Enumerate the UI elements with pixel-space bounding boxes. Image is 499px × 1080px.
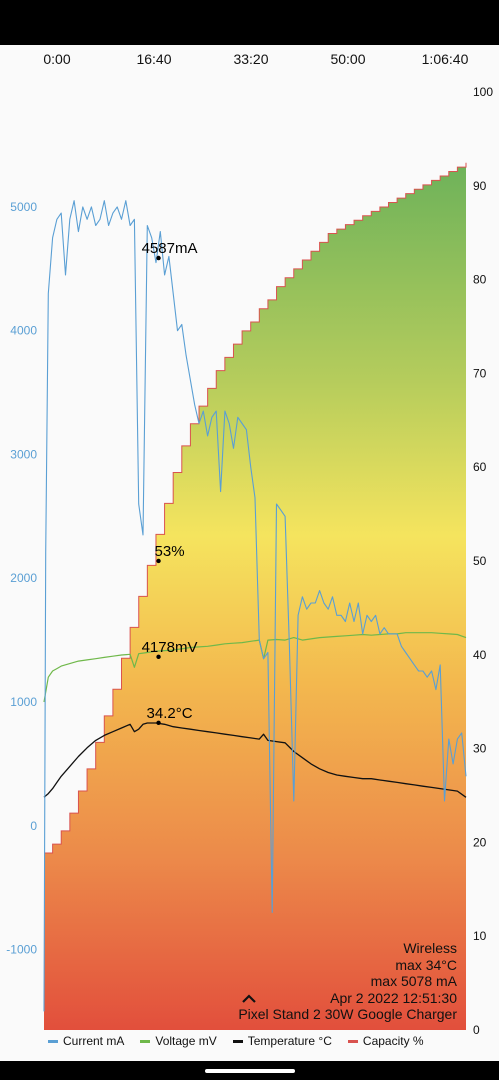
legend-swatch-voltage — [140, 1039, 151, 1043]
current-line — [43, 200, 467, 1012]
navigation-bar — [0, 1061, 499, 1080]
right-tick-label: 80 — [473, 273, 487, 287]
legend-label-voltage: Voltage mV — [155, 1034, 217, 1048]
battery-chart: 0:00 16:40 33:20 50:00 1:06:40 5000400030002… — [6, 51, 493, 1035]
right-tick-label: 0 — [473, 1023, 480, 1035]
legend-swatch-current — [48, 1039, 58, 1043]
right-tick-label: 100 — [473, 85, 493, 99]
legend-swatch-capacity — [347, 1039, 358, 1043]
info-max-temp: max 34°C — [395, 956, 457, 973]
info-panel: Wireless max 34°C max 5078 mA Apr 2 2022… — [157, 940, 457, 1023]
legend-swatch-temperature — [232, 1039, 243, 1043]
right-tick-label: 60 — [473, 460, 487, 474]
info-date: Apr 2 2022 12:51:30 — [330, 989, 457, 1006]
marker-label: 34.2°C — [147, 705, 193, 722]
legend-label-capacity: Capacity % — [362, 1034, 424, 1048]
info-charger: Pixel Stand 2 30W Google Charger — [238, 1006, 457, 1022]
legend-item-voltage: Voltage mV — [140, 1034, 217, 1048]
marker-label: 4587mA — [142, 240, 198, 257]
left-tick-label: 3000 — [10, 447, 37, 461]
right-tick-label: 50 — [473, 554, 487, 568]
x-tick-label: 16:40 — [136, 51, 171, 67]
right-tick-label: 30 — [473, 742, 487, 756]
marker-dot — [156, 558, 161, 564]
legend-item-temperature: Temperature °C — [232, 1034, 332, 1048]
left-tick-label: -1000 — [6, 943, 37, 957]
x-tick-label: 0:00 — [43, 51, 70, 67]
left-tick-label: 1000 — [10, 695, 37, 709]
right-tick-label: 90 — [473, 179, 487, 193]
marker-label: 53% — [155, 543, 185, 560]
temperature-line — [43, 722, 467, 798]
info-connection: Wireless — [403, 940, 457, 956]
chart-legend: Current mA Voltage mV Temperature °C Cap… — [48, 1034, 424, 1048]
legend-item-capacity: Capacity % — [347, 1034, 424, 1048]
x-tick-label: 1:06:40 — [422, 51, 469, 67]
legend-label-current: Current mA — [63, 1034, 125, 1048]
home-gesture-pill[interactable] — [205, 1069, 295, 1073]
left-tick-label: 2000 — [10, 571, 37, 585]
legend-item-current: Current mA — [48, 1034, 124, 1048]
legend-label-temperature: Temperature °C — [247, 1034, 332, 1048]
marker-dot — [156, 654, 161, 660]
marker-dot — [156, 255, 161, 261]
right-tick-label: 20 — [473, 835, 487, 849]
marker-dot — [156, 720, 161, 725]
x-tick-label: 33:20 — [233, 51, 268, 67]
info-max-current: max 5078 mA — [370, 973, 457, 989]
marker-label: 4178mV — [142, 639, 198, 656]
x-tick-label: 50:00 — [330, 51, 365, 67]
left-tick-label: 0 — [30, 819, 37, 833]
right-tick-label: 40 — [473, 648, 487, 662]
capacity-line — [44, 162, 467, 854]
left-tick-label: 4000 — [10, 324, 37, 338]
right-tick-label: 10 — [473, 929, 487, 943]
status-bar — [0, 0, 499, 45]
chevron-up-icon[interactable] — [240, 992, 258, 1006]
left-tick-label: 5000 — [10, 200, 37, 214]
capacity-area — [44, 162, 466, 1030]
right-tick-label: 70 — [473, 366, 487, 380]
